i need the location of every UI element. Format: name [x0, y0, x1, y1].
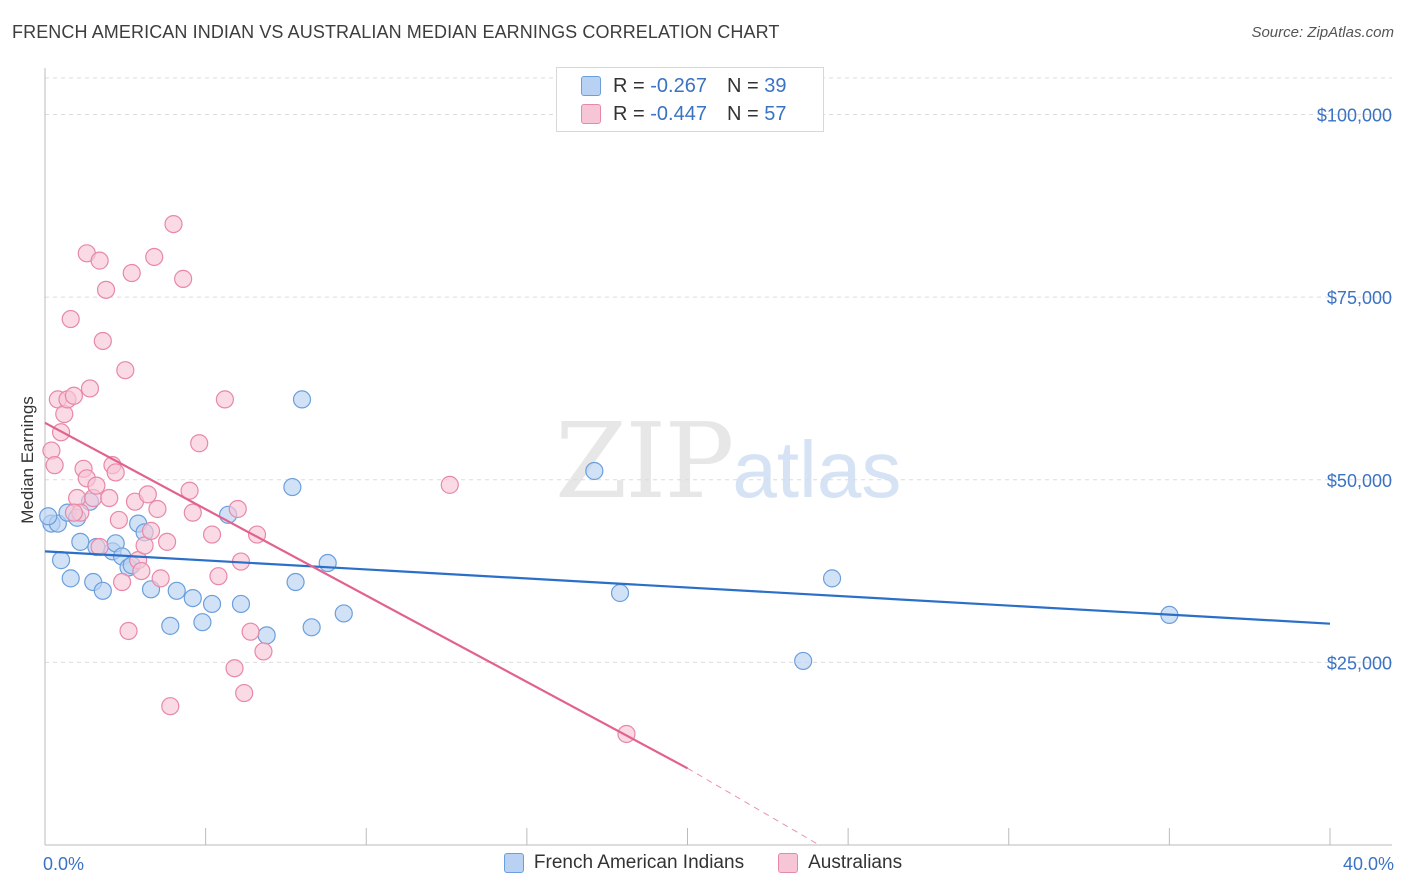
point-australian [109, 510, 128, 530]
point-french-american-indian [318, 553, 337, 573]
trend-line-australians-extension [687, 767, 820, 846]
point-australian [161, 697, 180, 716]
point-australian [215, 390, 234, 409]
watermark: ZIPatlas [555, 400, 901, 522]
point-australian [157, 532, 177, 551]
point-australian [145, 247, 164, 267]
trend-line-french-american-indians [44, 550, 1331, 625]
point-australian [180, 481, 199, 500]
chart-title: FRENCH AMERICAN INDIAN VS AUSTRALIAN MED… [12, 22, 780, 42]
point-australian [151, 569, 170, 588]
point-australian [106, 463, 125, 482]
point-french-american-indian [334, 604, 353, 623]
point-french-american-indian [167, 581, 186, 600]
stats-n-label: N = [726, 74, 759, 97]
point-australian [235, 683, 254, 703]
point-french-american-indian [71, 532, 90, 551]
point-australian [225, 659, 244, 678]
point-australian [164, 214, 183, 234]
point-french-american-indian [794, 651, 813, 671]
point-french-american-indian [292, 390, 312, 409]
stats-n-label: N = [726, 102, 759, 125]
point-australian [174, 269, 193, 288]
y-tick-label: $50,000 [1327, 471, 1392, 491]
point-french-american-indian [302, 618, 321, 637]
watermark-atlas: atlas [732, 425, 902, 514]
legend-item-australians[interactable]: Australians [778, 852, 902, 874]
source-label: Source: ZipAtlas.com [1251, 24, 1394, 41]
trend-line-australians [44, 421, 689, 770]
point-french-american-indian [822, 569, 842, 588]
stats-legend: R = -0.267 N = 39 R = -0.447 N = 57 [556, 67, 824, 132]
point-french-american-indian [202, 594, 222, 614]
legend-item-french-american-indians[interactable]: French American Indians [503, 852, 745, 874]
point-australian [90, 251, 109, 270]
point-australian [87, 476, 106, 495]
point-french-american-indian [51, 551, 71, 570]
point-australian [209, 567, 228, 586]
point-australian [80, 379, 100, 398]
point-australian [96, 280, 116, 299]
point-australian [112, 572, 132, 592]
point-french-american-indian [585, 461, 604, 481]
stats-r-label: R = [613, 102, 645, 125]
stats-swatch-pink [581, 104, 601, 124]
legend-swatch-blue [503, 853, 524, 873]
watermark-zip: ZIP [555, 400, 734, 522]
point-australian [138, 485, 157, 504]
point-australian [141, 521, 161, 540]
point-australian [183, 503, 202, 522]
point-australian [90, 537, 109, 557]
point-french-american-indian [61, 569, 80, 588]
legend-label: French American Indians [533, 852, 745, 873]
point-french-american-indian [610, 583, 630, 603]
point-australian [190, 434, 209, 453]
x-tick-label: 0.0% [43, 854, 84, 874]
legend-label: Australians [808, 852, 903, 873]
point-australian [116, 361, 135, 380]
point-french-american-indian [93, 581, 112, 600]
point-australian [132, 561, 151, 581]
stats-n-value: 39 [764, 74, 787, 97]
series-legend: French American Indians Australians [0, 852, 1406, 874]
point-french-american-indian [286, 572, 305, 592]
point-french-american-indian [231, 594, 251, 614]
point-australian [241, 622, 260, 641]
stats-row-australians: R = -0.447 N = 57 [581, 100, 786, 128]
point-australian [228, 499, 247, 519]
point-australian [119, 621, 138, 641]
point-australian [100, 488, 119, 508]
stats-swatch-blue [581, 76, 601, 96]
y-tick-label: $25,000 [1327, 653, 1392, 673]
stats-n-value: 57 [764, 102, 787, 125]
point-australian [202, 525, 222, 544]
stats-r-value: -0.267 [650, 74, 707, 97]
point-french-american-indian [39, 507, 58, 526]
stats-row-french-american-indians: R = -0.267 N = 39 [581, 72, 786, 100]
point-australian [148, 499, 167, 519]
point-french-american-indian [283, 477, 302, 497]
stats-r-label: R = [613, 74, 645, 97]
point-french-american-indian [257, 626, 276, 645]
point-french-american-indian [193, 613, 212, 632]
point-french-american-indian [161, 616, 180, 635]
point-australian [45, 456, 64, 475]
y-tick-label: $100,000 [1317, 106, 1392, 126]
stats-r-value: -0.447 [650, 102, 707, 125]
point-australian [64, 386, 84, 405]
point-australian [254, 642, 273, 661]
x-tick-label: 40.0% [1343, 854, 1394, 874]
point-australian [93, 331, 112, 351]
point-french-american-indian [183, 588, 202, 608]
y-tick-label: $75,000 [1327, 288, 1392, 308]
point-australian [61, 309, 80, 329]
y-axis-label: Median Earnings [18, 396, 37, 524]
point-australian [64, 503, 84, 522]
point-australian [122, 263, 141, 283]
legend-swatch-pink [778, 853, 799, 873]
point-australian [440, 475, 459, 494]
